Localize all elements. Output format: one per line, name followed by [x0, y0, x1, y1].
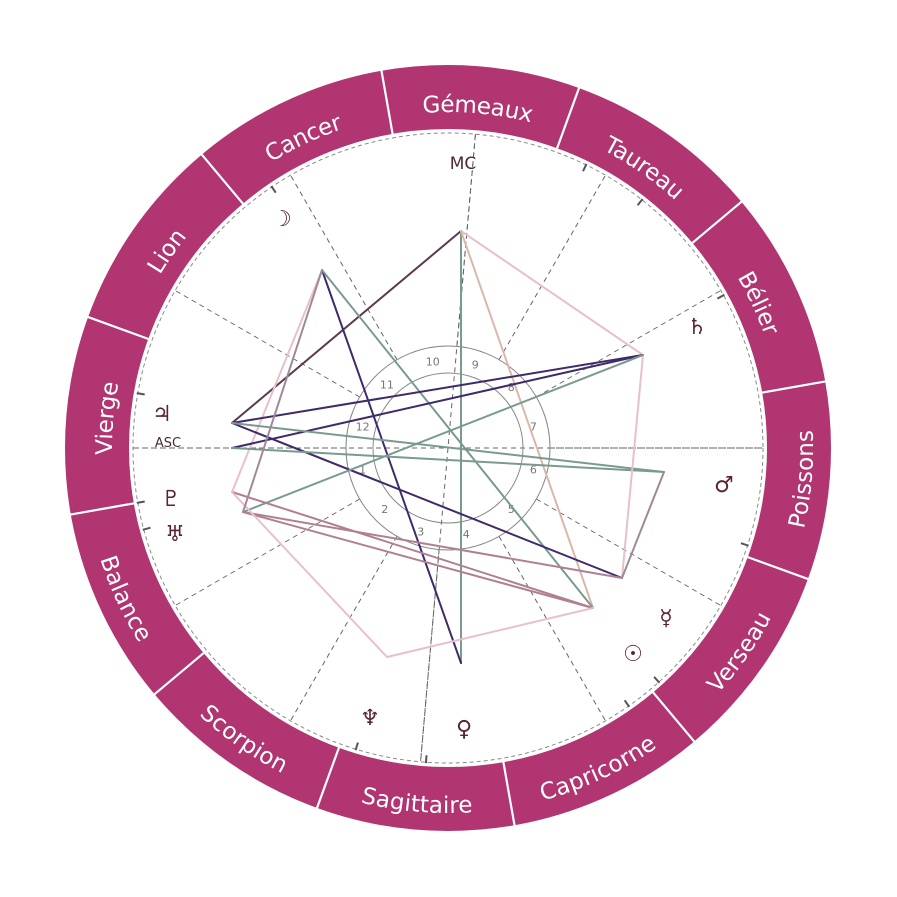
- aspect-line: [231, 269, 323, 493]
- ring-divider: [555, 86, 581, 150]
- mars-icon: ♂: [714, 473, 734, 498]
- house-number: 11: [380, 379, 394, 392]
- tick-mark: [582, 163, 588, 172]
- jupiter-icon: ♃: [152, 402, 172, 427]
- aspect-line: [231, 422, 665, 473]
- house-number: 9: [472, 358, 479, 371]
- tick-mark: [716, 293, 725, 300]
- tick-mark: [136, 392, 145, 396]
- aspect-line: [242, 269, 323, 513]
- tick-mark: [636, 198, 644, 206]
- aspect-line: [460, 230, 594, 609]
- ring-divider: [651, 690, 696, 743]
- aspect-line: [242, 354, 644, 513]
- tick-mark: [653, 676, 661, 684]
- ring-divider: [315, 746, 341, 810]
- aspect-line: [231, 491, 594, 609]
- ring-divider: [153, 651, 206, 696]
- aspect-line: [231, 354, 644, 424]
- ring-divider: [380, 69, 394, 136]
- tick-mark: [354, 742, 359, 751]
- aspect-lines: [231, 230, 665, 664]
- house-number: 4: [463, 528, 470, 541]
- planet-glyphs: ☽ ♄ ♃ ♂ ♇ ♅ ☿ ☉ ♆ ♀: [152, 207, 734, 742]
- house-number: 1: [359, 463, 366, 476]
- pluto-icon: ♇: [161, 487, 181, 512]
- house-outer-circle: [345, 345, 551, 551]
- house-number: 5: [508, 503, 515, 516]
- neptune-icon: ♆: [360, 706, 380, 731]
- aspect-line: [231, 422, 623, 579]
- aspect-line: [621, 471, 665, 579]
- tick-mark: [740, 542, 749, 547]
- house-number: 10: [426, 355, 440, 368]
- asc-label: ASC: [155, 436, 181, 451]
- planet-tick-marks: [136, 163, 749, 764]
- ring-divider: [69, 502, 136, 516]
- moon-icon: ☽: [272, 207, 292, 232]
- mc-label: MC: [450, 154, 477, 174]
- aspect-line: [386, 607, 594, 658]
- aspect-line: [321, 269, 594, 609]
- house-inner-circle: [372, 372, 524, 524]
- house-number: 2: [381, 503, 388, 516]
- tick-mark: [142, 526, 151, 531]
- house-cusp-line: [174, 290, 360, 398]
- uranus-icon: ♅: [165, 522, 185, 547]
- house-cusp-line: [174, 498, 360, 606]
- aspect-line: [231, 230, 462, 424]
- aspect-line: [231, 354, 644, 449]
- house-number: 7: [530, 421, 537, 434]
- aspect-line: [242, 511, 623, 579]
- tick-mark: [136, 500, 145, 504]
- aspect-line: [321, 269, 462, 664]
- aspect-line: [460, 230, 644, 356]
- aspect-line: [231, 491, 388, 658]
- house-number: 8: [508, 381, 515, 394]
- tick-mark: [424, 755, 428, 764]
- zodiac-ring-dividers: [69, 69, 827, 827]
- ring-divider: [760, 380, 827, 394]
- ring-divider: [86, 315, 150, 341]
- sun-icon: ☉: [623, 642, 643, 667]
- venus-icon: ♀: [456, 717, 472, 742]
- aspect-line: [231, 447, 665, 473]
- tick-mark: [623, 699, 631, 708]
- house-number: 6: [530, 463, 537, 476]
- house-number: 3: [417, 526, 424, 539]
- aspect-line: [242, 511, 594, 609]
- saturn-icon: ♄: [687, 315, 707, 340]
- ring-divider: [746, 555, 810, 581]
- house-cusp-line: [498, 536, 606, 722]
- mercury-icon: ☿: [659, 606, 673, 631]
- zodiac-ring: [65, 65, 831, 831]
- tick-mark: [270, 185, 277, 194]
- ring-divider: [502, 760, 516, 827]
- ring-divider: [200, 153, 245, 206]
- house-number: 12: [356, 421, 370, 434]
- ring-divider: [690, 200, 743, 245]
- house-cusp-line: [536, 290, 722, 398]
- aspect-line: [621, 354, 644, 579]
- house-cusp-line: [290, 536, 398, 722]
